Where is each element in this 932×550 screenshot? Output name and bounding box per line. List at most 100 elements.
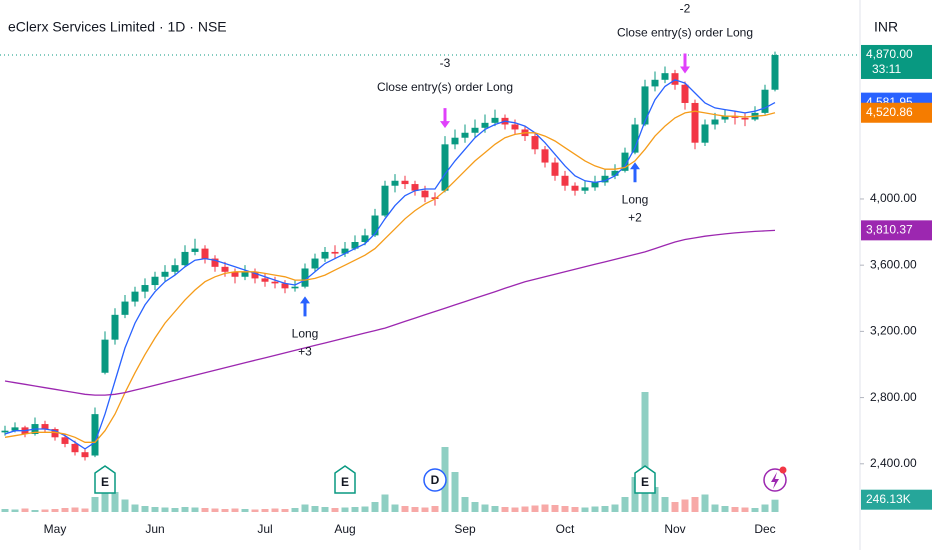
volume-bar [51, 509, 59, 512]
candle-body [91, 414, 99, 456]
volume-bar [161, 507, 169, 512]
event-label: D [431, 473, 440, 487]
volume-bar [521, 506, 529, 512]
candle-body [451, 137, 459, 145]
volume-bar [481, 504, 489, 512]
volume-bar [601, 506, 609, 512]
volume-bar [371, 502, 379, 512]
volume-bar [311, 506, 319, 512]
trade-label: Long [622, 192, 649, 206]
volume-bar [341, 507, 349, 512]
volume-bar [581, 507, 589, 512]
candle-body [351, 242, 359, 249]
volume-bar [671, 502, 679, 512]
volume-bar [621, 497, 629, 512]
candle-body [421, 190, 429, 198]
volume-bar [761, 504, 769, 512]
candle-body [141, 285, 149, 292]
volume-bar [251, 509, 259, 512]
volume-bar [711, 504, 719, 512]
candle-body [191, 248, 199, 252]
volume-bar [221, 509, 229, 512]
volume-bar [141, 506, 149, 512]
candle-body [341, 248, 349, 254]
candle-body [731, 116, 739, 118]
candle-body [371, 215, 379, 236]
candle-body [161, 271, 169, 277]
volume-bar [751, 508, 759, 512]
candle-body [721, 116, 729, 120]
volume-bar [41, 509, 49, 512]
volume-bar [181, 507, 189, 512]
volume-bar [511, 507, 519, 512]
volume-bar [451, 472, 459, 512]
candle-body [491, 117, 499, 123]
volume-bar [651, 487, 659, 512]
sell-arrow [680, 53, 690, 74]
candle-body [561, 175, 569, 186]
ma-badge-text: 4,520.86 [866, 105, 913, 119]
candle-body [381, 185, 389, 216]
event-label: E [641, 475, 649, 489]
volume-bar [611, 504, 619, 512]
candle-body [641, 86, 649, 125]
volume-bar [541, 504, 549, 512]
volume-bar [681, 499, 689, 512]
volume-bar [571, 507, 579, 512]
candle-body [101, 339, 109, 373]
candle-body [281, 283, 289, 289]
earnings-icon [334, 465, 356, 494]
candle-body [1, 430, 9, 433]
candle-body [761, 89, 769, 113]
volume-bar [111, 492, 119, 512]
candle-body [411, 184, 419, 191]
candle-body [311, 258, 319, 269]
candle-body [181, 251, 189, 266]
candle-body [591, 182, 599, 188]
candle-body [271, 281, 279, 284]
volume-bar [61, 508, 69, 512]
volume-bar [241, 509, 249, 512]
candle-body [121, 301, 129, 315]
price-badge-text: 4,870.00 [866, 47, 913, 61]
volume-bar [431, 506, 439, 512]
earnings-icon [634, 465, 656, 494]
x-tick-label: Nov [664, 522, 685, 536]
x-tick-label: Oct [556, 522, 575, 536]
candle-body [461, 132, 469, 138]
volume-bar [731, 507, 739, 512]
volume-bar [171, 508, 179, 512]
candle-body [711, 119, 719, 125]
x-tick-label: May [44, 522, 67, 536]
volume-bar [321, 507, 329, 512]
candle-body [171, 265, 179, 272]
volume-bar [1, 509, 9, 512]
candle-body [81, 452, 89, 458]
candle-body [601, 175, 609, 183]
volume-bar [291, 508, 299, 512]
candle-body [11, 427, 19, 431]
candle-body [551, 162, 559, 176]
volume-bar [461, 497, 469, 512]
volume-bar [661, 497, 669, 512]
candle-body [471, 127, 479, 133]
trade-label: Close entry(s) order Long [617, 26, 753, 40]
y-tick-label: 3,600.00 [870, 257, 917, 271]
candle-body [151, 276, 159, 286]
ma-badge [861, 220, 932, 241]
volume-bar [741, 507, 749, 512]
candle-body [51, 429, 59, 438]
lightning-icon [763, 466, 787, 492]
trade-label: Long [292, 327, 319, 341]
candle-body [221, 266, 229, 272]
price-badge [861, 44, 932, 79]
volume-bar [631, 477, 639, 512]
y-tick-label: 2,800.00 [870, 390, 917, 404]
volume-bar [31, 510, 39, 512]
volume-bar [21, 508, 29, 512]
candle-body [231, 271, 239, 277]
moving-average [4, 229, 776, 396]
candle-body [701, 124, 709, 143]
volume-bar [401, 506, 409, 512]
